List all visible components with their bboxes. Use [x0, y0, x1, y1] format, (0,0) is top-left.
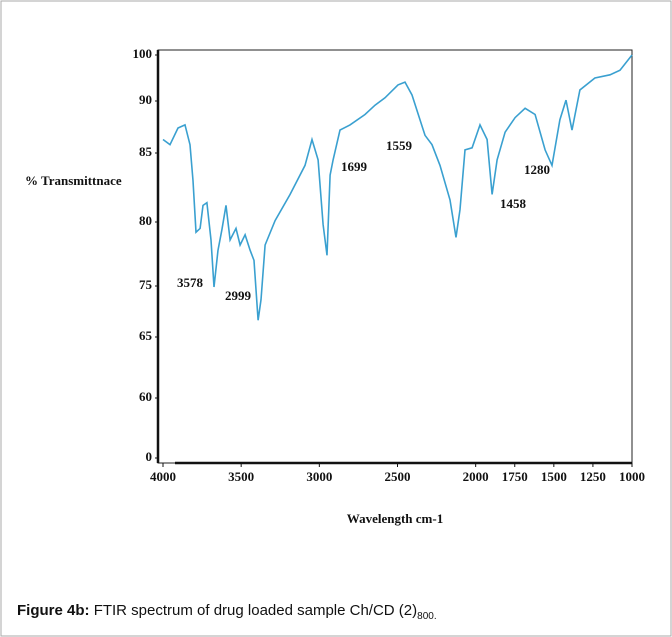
x-tick-label: 3500 — [228, 469, 254, 484]
x-tick-label: 1500 — [541, 469, 567, 484]
peak-annotation: 1699 — [341, 159, 368, 174]
y-tick-label: 85 — [139, 144, 153, 159]
y-tick-label: 100 — [133, 46, 153, 61]
x-tick-label: 1250 — [580, 469, 606, 484]
x-tick-label: 2000 — [463, 469, 489, 484]
caption: Figure 4b: FTIR spectrum of drug loaded … — [17, 602, 437, 622]
spectrum-line — [162, 54, 633, 321]
peak-annotation: 1458 — [500, 196, 527, 211]
y-tick-label: 75 — [139, 277, 153, 292]
peak-annotation: 2999 — [225, 288, 252, 303]
x-tick-label: 3000 — [306, 469, 332, 484]
x-axis-label: Wavelength cm-1 — [347, 511, 443, 526]
peak-annotation: 1559 — [386, 138, 413, 153]
x-tick-label: 1750 — [502, 469, 528, 484]
y-tick-label: 0 — [146, 449, 153, 464]
caption-text: FTIR spectrum of drug loaded sample Ch/C… — [94, 602, 417, 619]
x-tick-label: 2500 — [385, 469, 411, 484]
peak-annotation: 3578 — [177, 275, 204, 290]
y-tick-label: 65 — [139, 328, 153, 343]
y-axis-label: % Transmittnace — [25, 173, 122, 188]
x-tick-label: 1000 — [619, 469, 645, 484]
y-tick-label: 60 — [139, 389, 152, 404]
x-tick-label: 4000 — [150, 469, 176, 484]
peak-annotation: 1280 — [524, 162, 550, 177]
plot-box — [157, 49, 633, 464]
y-tick-label: 80 — [139, 213, 152, 228]
caption-subscript: 800. — [417, 611, 436, 622]
y-tick-label: 90 — [139, 92, 152, 107]
caption-label: Figure 4b: — [17, 602, 90, 619]
